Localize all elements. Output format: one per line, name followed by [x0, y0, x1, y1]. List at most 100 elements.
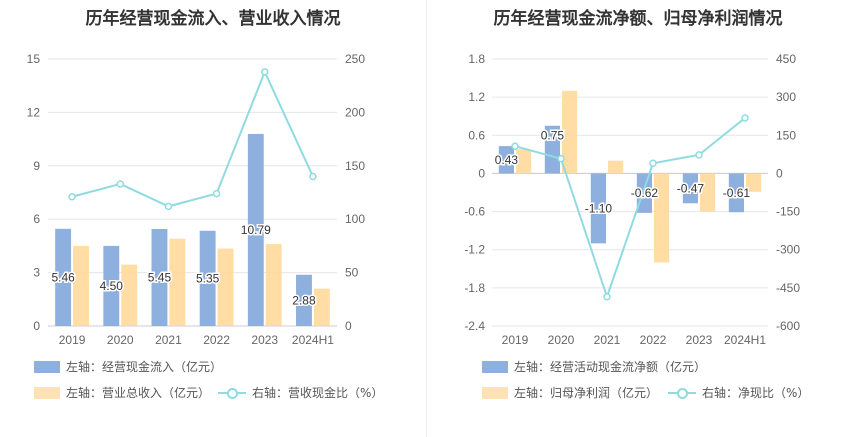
bar-series-1: [590, 173, 606, 244]
bar-series-1: [544, 125, 560, 174]
line-point: [557, 154, 565, 163]
y-right-tick-label: -600: [776, 319, 800, 333]
legend-label: 左轴：归母净利润（亿元）: [514, 386, 659, 400]
bar-series-2: [608, 160, 624, 174]
data-label: 5.45: [148, 270, 172, 284]
data-label: 0.43: [495, 153, 519, 167]
legend-swatch-blue: [34, 360, 60, 373]
x-tick-label: 2021: [594, 333, 621, 347]
y-left-tick-label: -1.8: [464, 281, 485, 295]
y-right-tick-label: 50: [345, 266, 359, 280]
y-left-tick-label: 1.8: [468, 52, 485, 66]
y-right-tick-label: 0: [345, 319, 352, 333]
bar-series-1: [728, 173, 744, 213]
y-right-tick-label: 300: [776, 90, 796, 104]
y-left-tick-label: 3: [33, 266, 40, 280]
data-label: 2.88: [292, 293, 316, 307]
x-tick-label: 2021: [155, 333, 182, 347]
bar-series-1: [636, 173, 652, 213]
y-left-tick-label: 12: [27, 105, 41, 119]
bar-series-2: [73, 245, 89, 326]
legend-right-item-2[interactable]: 左轴：归母净利润（亿元）: [482, 384, 658, 401]
data-label: 5.46: [51, 270, 75, 284]
legend-right-item-1[interactable]: 左轴：经营活动现金流净额（亿元）: [482, 358, 706, 375]
legend-label: 右轴：营收现金比（%）: [252, 386, 384, 400]
bar-series-2: [746, 173, 762, 192]
line-point: [649, 159, 657, 168]
bar-series-1: [296, 274, 312, 326]
data-label: 0.75: [541, 129, 565, 143]
line-point: [695, 151, 703, 159]
bar-series-2: [265, 244, 282, 326]
x-tick-label: 2019: [502, 333, 529, 347]
legend-label: 左轴：营业总收入（亿元）: [66, 386, 211, 400]
legend-swatch-blue: [482, 360, 508, 373]
y-left-tick-label: 0.6: [468, 128, 485, 142]
legend-swatch-yellow: [34, 386, 60, 399]
x-tick-label: 2023: [251, 333, 278, 347]
y-left-tick-label: 15: [27, 52, 41, 66]
line-point: [116, 180, 124, 188]
line-series: [514, 117, 746, 300]
left-chart-title: 历年经营现金流入、营业收入情况: [85, 9, 341, 29]
x-tick-label: 2024H1: [724, 333, 766, 347]
x-tick-label: 2024H1: [292, 333, 334, 347]
bar-series-1: [199, 230, 216, 326]
line-point: [261, 68, 269, 76]
y-left-tick-label: 0: [478, 166, 485, 180]
line-point: [603, 293, 611, 301]
legend-label: 左轴：经营活动现金流净额（亿元）: [514, 360, 707, 374]
line-point: [309, 172, 317, 181]
x-tick-label: 2022: [640, 333, 667, 347]
y-right-tick-label: 100: [345, 212, 365, 226]
legend-left-item-2[interactable]: 左轴：营业总收入（亿元）: [34, 384, 210, 401]
data-label: 5.35: [196, 271, 220, 285]
x-tick-label: 2022: [203, 333, 230, 347]
line-series: [71, 69, 314, 208]
bar-series-1: [682, 173, 698, 204]
x-tick-label: 2019: [59, 333, 86, 347]
line-point: [68, 193, 76, 201]
y-left-tick-label: -0.6: [464, 205, 485, 219]
bar-series-1: [498, 146, 514, 174]
y-left-tick-label: -1.2: [464, 243, 485, 257]
y-right-tick-label: -300: [776, 243, 800, 257]
legend-line-marker-icon: [668, 387, 696, 399]
data-label: 4.50: [100, 279, 124, 293]
bar-series-1: [151, 228, 168, 326]
legend-left-item-1[interactable]: 左轴：经营现金流入（亿元）: [34, 358, 222, 375]
bar-series-1: [103, 245, 120, 326]
bar-series-2: [169, 238, 186, 326]
legend-line-marker-icon: [218, 387, 246, 399]
y-right-tick-label: 450: [776, 52, 796, 66]
y-right-tick-label: -450: [776, 281, 800, 295]
y-left-tick-label: 9: [33, 159, 40, 173]
data-label: -0.61: [723, 186, 751, 200]
y-right-tick-label: 150: [776, 128, 796, 142]
legend-right-item-3[interactable]: 右轴：净现比（%）: [668, 384, 809, 401]
bar-series-2: [700, 173, 716, 212]
y-left-tick-label: 0: [33, 319, 40, 333]
x-tick-label: 2023: [686, 333, 713, 347]
x-tick-label: 2020: [107, 333, 134, 347]
bar-series-1: [247, 133, 264, 326]
bar-series-2: [654, 173, 670, 263]
line-point: [212, 189, 221, 198]
y-right-tick-label: 150: [345, 159, 365, 173]
bar-series-2: [516, 149, 532, 174]
bar-series-1: [55, 228, 72, 326]
bar-series-2: [121, 264, 138, 326]
legend-left-item-3[interactable]: 右轴：营收现金比（%）: [218, 384, 383, 401]
legend-label: 左轴：经营现金流入（亿元）: [66, 360, 223, 374]
x-tick-label: 2020: [548, 333, 575, 347]
y-right-tick-label: 0: [776, 166, 783, 180]
data-label: -0.62: [631, 186, 659, 200]
right-chart-title: 历年经营现金流净额、归母净利润情况: [493, 9, 783, 29]
panel-divider: [426, 0, 427, 437]
bar-series-2: [562, 90, 578, 174]
y-left-tick-label: 6: [33, 212, 40, 226]
y-right-tick-label: 250: [345, 52, 365, 66]
y-left-tick-label: 1.2: [468, 90, 485, 104]
legend-swatch-yellow: [482, 386, 508, 399]
y-right-tick-label: -150: [776, 205, 800, 219]
